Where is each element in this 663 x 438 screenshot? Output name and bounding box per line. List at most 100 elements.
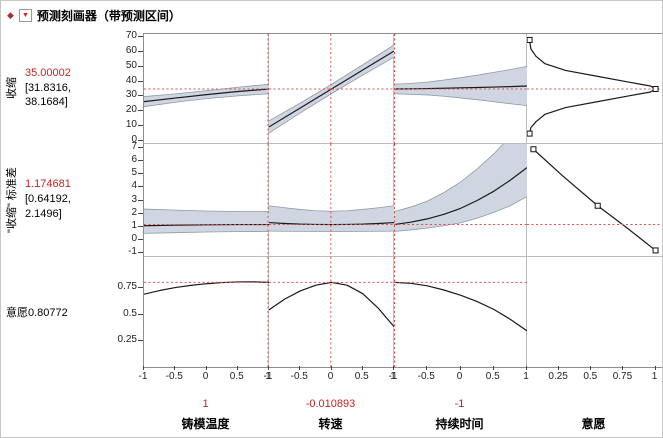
profiler-cell-shrinkage-desirability[interactable] xyxy=(527,34,662,144)
red-triangle-menu-button[interactable]: ▼ xyxy=(18,8,32,22)
profiler-cell-shrinkage-mold-temp[interactable] xyxy=(144,34,269,144)
y-tick-label: 6 xyxy=(131,154,137,166)
factor-name-duration: 持续时间 xyxy=(435,417,484,431)
y-tick-mark xyxy=(138,186,143,188)
y-tick-label: -1 xyxy=(128,246,137,258)
x-tick-label: 0.5 xyxy=(354,371,369,382)
x-tick-mark xyxy=(174,366,176,370)
x-tick-label: 0.25 xyxy=(548,371,568,382)
x-tick-label: 1 xyxy=(523,371,529,382)
x-tick-label: 0.5 xyxy=(485,371,500,382)
y-tick-mark xyxy=(138,65,143,67)
y-tick-label: 5 xyxy=(131,167,137,179)
x-tick-label: 0.75 xyxy=(612,371,633,382)
response-vertical-label-wrap: 收缩 xyxy=(3,33,19,143)
y-tick-label: 40 xyxy=(125,74,137,86)
x-tick-mark xyxy=(654,366,656,370)
profiler-cell-shrinkage-std-speed[interactable] xyxy=(269,144,394,257)
profiler-cell-shrinkage-std-mold-temp[interactable] xyxy=(144,144,269,257)
y-tick-label: 0.5 xyxy=(123,307,137,319)
factor-current-duration[interactable]: -1 xyxy=(454,398,465,410)
x-tick-label: -0.5 xyxy=(165,371,183,382)
disclosure-diamond-icon[interactable]: ◆ xyxy=(7,9,14,20)
x-tick-mark xyxy=(143,366,144,370)
response-interval-shrinkage-std: [0.64192, 2.1496] xyxy=(25,193,71,220)
y-tick-mark xyxy=(138,140,143,142)
profiler-cell-desirability-desirability[interactable] xyxy=(527,257,662,367)
x-tick-mark xyxy=(299,366,301,370)
x-tick-label: -0.5 xyxy=(417,371,435,382)
y-tick-label: 0.75 xyxy=(117,281,137,293)
x-tick-label: -1 xyxy=(388,371,398,382)
factor-current-mold-temp[interactable]: 1 xyxy=(202,398,209,410)
panel-title: 预测刻画器（带预测区间） xyxy=(36,8,181,23)
y-tick-label: 1 xyxy=(131,219,137,231)
response-label-block-shrinkage-std: "收缩" 标准差 1.174681 [0.64192, 2.1496] xyxy=(3,143,107,256)
response-current-value-shrinkage[interactable]: 35.00002 xyxy=(25,66,71,79)
y-tick-mark xyxy=(138,313,143,315)
x-tick-label: 1 xyxy=(651,371,658,382)
response-label-block-shrinkage: 收缩 35.00002 [31.8316, 38.1684] xyxy=(3,33,107,143)
y-tick-label: 0 xyxy=(131,232,137,244)
profiler-cell-shrinkage-std-desirability[interactable] xyxy=(527,144,662,257)
y-tick-mark xyxy=(138,160,143,162)
x-tick-mark xyxy=(205,366,207,370)
x-tick-mark xyxy=(558,366,560,370)
factor-current-speed[interactable]: -0.010893 xyxy=(305,398,356,410)
response-name-shrinkage: 收缩 xyxy=(6,77,18,99)
y-tick-label: 60 xyxy=(125,44,137,56)
y-tick-label: 50 xyxy=(125,59,137,71)
desirability-label-block: 意愿0.80772 xyxy=(6,304,68,320)
y-tick-mark xyxy=(138,50,143,52)
y-tick-mark xyxy=(138,199,143,201)
y-tick-mark xyxy=(138,212,143,214)
profiler-cell-shrinkage-std-duration[interactable] xyxy=(394,144,527,257)
x-tick-mark xyxy=(268,366,269,370)
y-tick-label: 3 xyxy=(131,193,137,205)
x-tick-mark xyxy=(526,366,527,370)
x-tick-label: -1 xyxy=(263,371,273,382)
desirability-current-value[interactable]: 0.80772 xyxy=(28,307,68,319)
profiler-cell-shrinkage-duration[interactable] xyxy=(394,34,527,144)
profiler-cell-desirability-mold-temp[interactable] xyxy=(144,257,269,367)
y-tick-label: 10 xyxy=(125,119,137,131)
y-tick-label: 30 xyxy=(125,89,137,101)
y-tick-label: 20 xyxy=(125,104,137,116)
y-tick-mark xyxy=(138,125,143,127)
profiler-cell-desirability-duration[interactable] xyxy=(394,257,527,367)
response-interval-shrinkage: [31.8316, 38.1684] xyxy=(25,81,71,108)
x-tick-mark xyxy=(492,366,494,370)
y-tick-mark xyxy=(138,35,143,37)
x-tick-mark xyxy=(236,366,238,370)
x-tick-mark xyxy=(361,366,363,370)
factor-name-speed: 转速 xyxy=(318,417,343,431)
response-name-shrinkage-std: "收缩" 标准差 xyxy=(6,166,18,233)
y-tick-label: 70 xyxy=(125,29,137,41)
y-tick-label: 7 xyxy=(131,140,137,152)
x-tick-mark xyxy=(426,366,428,370)
x-tick-label: 0 xyxy=(327,371,334,382)
x-tick-label: 0 xyxy=(202,371,209,382)
profiler-plot-grid xyxy=(143,33,662,368)
y-tick-mark xyxy=(138,225,143,227)
factor-name-desirability: 意愿 xyxy=(581,417,606,431)
profiler-cell-desirability-speed[interactable] xyxy=(269,257,394,367)
x-tick-label: -1 xyxy=(138,371,148,382)
y-tick-mark xyxy=(138,339,143,341)
y-tick-mark xyxy=(138,287,143,289)
y-tick-mark xyxy=(138,95,143,97)
y-tick-label: 4 xyxy=(131,180,137,192)
x-tick-mark xyxy=(622,366,624,370)
response-vertical-label-wrap: "收缩" 标准差 xyxy=(3,143,19,256)
x-tick-mark xyxy=(459,366,461,370)
y-tick-label: 0.25 xyxy=(117,333,137,345)
desirability-name: 意愿 xyxy=(6,307,28,319)
response-current-value-shrinkage-std[interactable]: 1.174681 xyxy=(25,178,71,191)
x-tick-label: 1 xyxy=(390,371,396,382)
x-tick-label: 0 xyxy=(456,371,463,382)
x-tick-mark xyxy=(590,366,592,370)
x-tick-label: -0.5 xyxy=(290,371,308,382)
profiler-cell-shrinkage-speed[interactable] xyxy=(269,34,394,144)
x-tick-mark xyxy=(330,366,332,370)
